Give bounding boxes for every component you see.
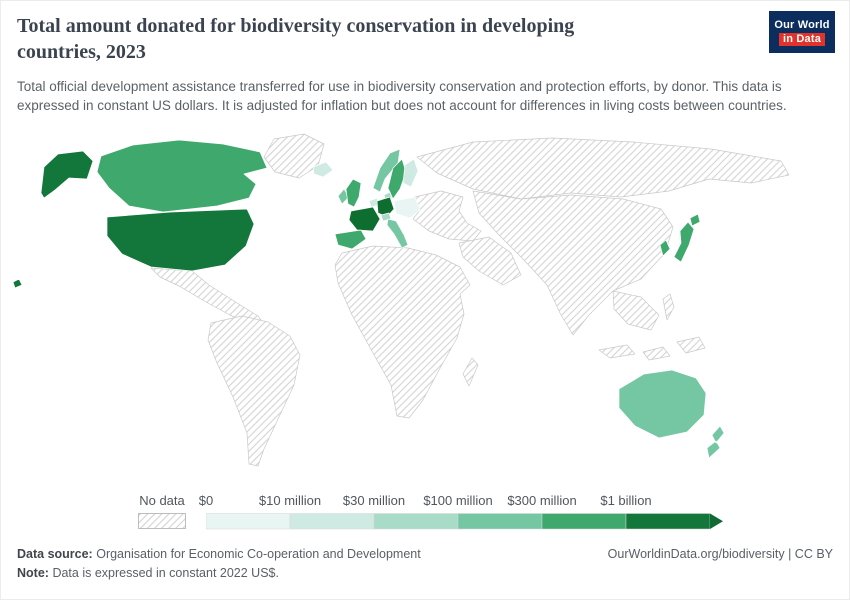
page-title: Total amount donated for biodiversity co… bbox=[17, 15, 575, 64]
world-map bbox=[12, 133, 790, 467]
region-southeast-asia-no-data bbox=[612, 290, 660, 331]
region-eastern-europe-turkey-no-data bbox=[412, 190, 482, 242]
legend-bin-4[interactable] bbox=[541, 513, 627, 530]
legend-bin-0[interactable] bbox=[206, 513, 291, 530]
note-text: Data is expressed in constant 2022 US$. bbox=[52, 566, 279, 581]
country-spain[interactable] bbox=[334, 229, 367, 250]
legend-bin-3[interactable] bbox=[457, 513, 543, 530]
footer-left: Data source: Organisation for Economic C… bbox=[17, 545, 421, 584]
region-indonesia-philippines-new-guinea-no-data bbox=[598, 293, 706, 361]
country-italy[interactable] bbox=[386, 218, 409, 249]
legend-color-bar bbox=[206, 513, 723, 530]
note-line: Note: Data is expressed in constant 2022… bbox=[17, 564, 421, 583]
data-source-line: Data source: Organisation for Economic C… bbox=[17, 545, 421, 564]
country-canada[interactable] bbox=[96, 139, 268, 213]
data-source-label: Data source: bbox=[17, 547, 93, 561]
legend-tick-5: $1 billion bbox=[600, 493, 652, 508]
country-japan[interactable] bbox=[673, 213, 701, 263]
country-germany[interactable] bbox=[376, 196, 395, 218]
country-australia[interactable] bbox=[618, 369, 707, 439]
logo-line2: in Data bbox=[778, 32, 826, 46]
legend-tick-2: $30 million bbox=[342, 493, 406, 508]
legend-arrow bbox=[710, 513, 723, 529]
country-finland[interactable] bbox=[402, 158, 419, 188]
chart-footer: Data source: Organisation for Economic C… bbox=[17, 545, 833, 584]
chart-subtitle: Total official development assistance tr… bbox=[17, 78, 787, 113]
legend-bin-2[interactable] bbox=[373, 513, 459, 530]
legend-no-data-label: No data bbox=[139, 493, 185, 508]
country-iceland[interactable] bbox=[312, 161, 334, 178]
owid-url-link[interactable]: OurWorldinData.org/biodiversity | CC BY bbox=[607, 547, 833, 561]
region-greenland-no-data bbox=[263, 133, 325, 179]
region-south-america-no-data bbox=[207, 315, 301, 467]
logo-line1: Our World bbox=[774, 18, 830, 31]
legend-tick-3: $100 million bbox=[423, 493, 493, 508]
country-poland-baltics[interactable] bbox=[393, 196, 421, 219]
legend-tick-0: $0 bbox=[198, 493, 214, 508]
legend-bin-1[interactable] bbox=[289, 513, 375, 530]
country-new-zealand[interactable] bbox=[706, 425, 725, 459]
country-united-states[interactable] bbox=[12, 150, 255, 289]
data-source-text: Organisation for Economic Co-operation a… bbox=[96, 547, 421, 561]
owid-logo: Our World in Data bbox=[769, 11, 835, 53]
legend-no-data-swatch[interactable] bbox=[138, 513, 186, 530]
region-africa-no-data bbox=[334, 245, 479, 419]
legend-tick-4: $300 million bbox=[507, 493, 577, 508]
country-united-kingdom[interactable] bbox=[345, 178, 362, 208]
region-russia-north-asia-no-data bbox=[416, 137, 790, 200]
legend-tick-1: $10 million bbox=[258, 493, 322, 508]
chart-header: Total amount donated for biodiversity co… bbox=[17, 11, 835, 115]
region-middle-east-no-data bbox=[458, 236, 522, 286]
legend-bin-5[interactable] bbox=[625, 513, 711, 530]
country-south-korea[interactable] bbox=[659, 239, 671, 257]
note-label: Note: bbox=[17, 566, 49, 581]
country-norway[interactable] bbox=[372, 148, 401, 193]
map-legend: No data $0 $10 million $30 million $100 … bbox=[16, 493, 834, 537]
country-france[interactable] bbox=[348, 206, 381, 232]
